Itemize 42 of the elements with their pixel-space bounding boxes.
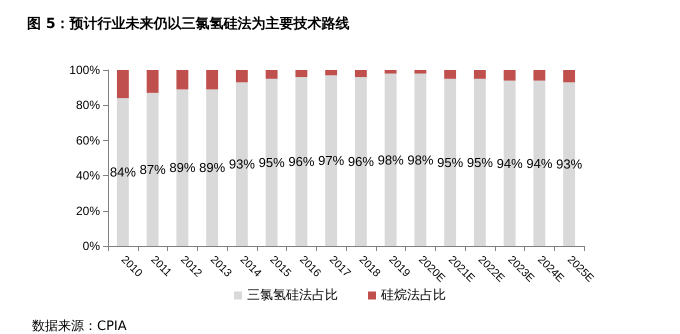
bar <box>414 70 426 74</box>
data-label: 98% <box>407 152 434 168</box>
bar <box>146 70 159 93</box>
bar <box>176 70 188 90</box>
bar <box>533 70 546 81</box>
data-label: 94% <box>496 156 524 171</box>
data-label: 97% <box>318 153 345 168</box>
y-tick-label: 80% <box>76 98 100 112</box>
data-label: 96% <box>288 154 315 170</box>
legend-label: 三氯氢硅法占比 <box>247 288 338 303</box>
data-label: 89% <box>199 160 226 176</box>
bar <box>474 70 486 79</box>
bar <box>295 70 308 78</box>
bar <box>504 70 516 81</box>
bar <box>384 70 397 74</box>
y-tick-label: 0% <box>82 239 100 253</box>
data-label: 98% <box>378 152 404 168</box>
data-label: 87% <box>140 162 166 177</box>
data-label: 93% <box>228 156 256 172</box>
data-label: 93% <box>556 156 583 172</box>
bar <box>206 70 218 90</box>
bar <box>266 70 278 79</box>
legend-label: 硅烷法占比 <box>380 288 446 303</box>
y-tick-label: 60% <box>76 133 100 148</box>
y-tick-label: 40% <box>76 168 100 183</box>
data-label: 94% <box>526 156 553 171</box>
bar <box>444 70 456 79</box>
data-label: 95% <box>466 154 494 170</box>
chart-title: 图 5：预计行业未来仍以三氯氢硅法为主要技术路线 <box>27 15 350 32</box>
data-label: 95% <box>258 154 286 170</box>
bar <box>325 70 338 76</box>
data-label: 84% <box>110 164 136 180</box>
data-label: 96% <box>348 154 374 170</box>
data-label: 95% <box>437 154 464 170</box>
source-note: 数据来源：CPIA <box>32 319 127 334</box>
y-tick-label: 100% <box>69 63 100 77</box>
bar <box>354 70 367 78</box>
data-label: 89% <box>169 160 196 176</box>
bar <box>563 70 576 82</box>
bar <box>116 70 129 98</box>
bar <box>236 70 248 82</box>
y-tick-label: 20% <box>76 204 100 218</box>
